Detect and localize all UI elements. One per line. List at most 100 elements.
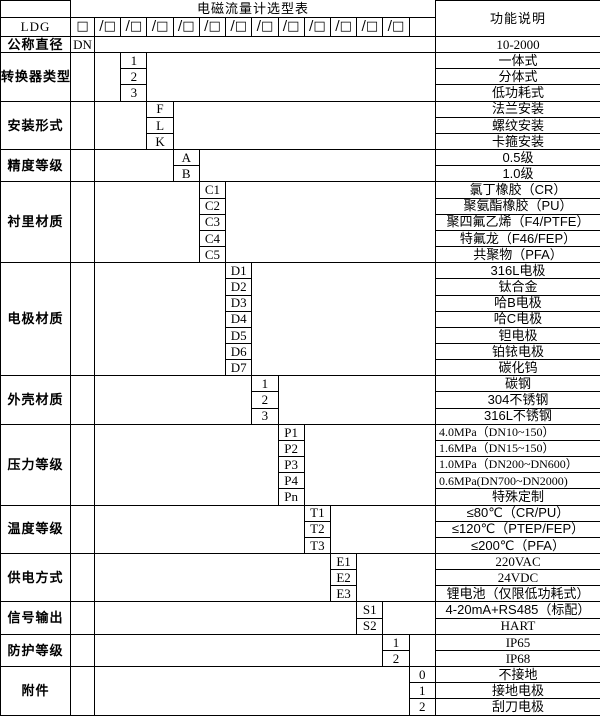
description-cell: 聚四氟乙烯（F4/PTFE）: [434, 213, 600, 231]
description-cell: 不接地: [434, 666, 600, 684]
table-row: E2 24VDC: [1, 569, 600, 587]
code-box-11[interactable]: /□: [356, 17, 384, 37]
spacer-code0: [70, 262, 95, 377]
code-cell-电极材质-D1[interactable]: D1: [225, 262, 253, 280]
code-cell-电极材质-D4[interactable]: D4: [225, 310, 253, 328]
description-cell: ≤200℃（PFA）: [434, 536, 600, 555]
code-cell-转换器类型-3[interactable]: 3: [120, 84, 148, 102]
ladder-left-filler-2: [93, 100, 148, 151]
description-cell: 法兰安装: [434, 100, 600, 118]
code-cell-电极材质-D2[interactable]: D2: [225, 278, 253, 296]
code-cell-压力等级-Pn[interactable]: Pn: [277, 488, 305, 506]
spacer-code0: [70, 666, 95, 716]
code-cell-压力等级-P2[interactable]: P2: [277, 439, 305, 458]
code-box-1[interactable]: /□: [93, 17, 122, 37]
code-cell-供电方式-E2[interactable]: E2: [329, 569, 358, 587]
ladder-left-filler-5: [93, 262, 227, 377]
code-cell-电极材质-D5[interactable]: D5: [225, 326, 253, 344]
ladder-left-filler-10: [93, 601, 358, 635]
code-cell-防护等级-1[interactable]: 1: [382, 633, 410, 651]
code-cell-压力等级-P4[interactable]: P4: [277, 472, 305, 490]
spacer-code0: [70, 633, 95, 668]
code-box-pad: [408, 17, 436, 37]
spacer-code0: [70, 181, 95, 264]
section-label-11: 防护等级: [0, 633, 71, 668]
table-row: E3 锂电池（仅限低功耗式）: [1, 585, 600, 603]
section-label-4: 衬里材质: [0, 181, 71, 264]
description-cell: 共聚物（PFA）: [434, 246, 600, 264]
description-cell: 316L不锈钢: [434, 407, 600, 425]
code-cell-温度等级-T3[interactable]: T3: [303, 536, 331, 555]
code-cell-压力等级-P1[interactable]: P1: [277, 423, 305, 441]
description-cell: 锂电池（仅限低功耗式）: [434, 585, 600, 603]
code-cell-电极材质-D7[interactable]: D7: [225, 359, 253, 377]
code-cell-外壳材质-1[interactable]: 1: [251, 375, 279, 393]
code-cell-外壳材质-2[interactable]: 2: [251, 391, 279, 409]
code-cell-衬里材质-C2[interactable]: C2: [198, 197, 227, 215]
dn-open-area: [94, 35, 436, 54]
code-cell-信号输出-S2[interactable]: S2: [356, 617, 384, 635]
ladder-right-filler-6: [277, 375, 436, 425]
code-cell-衬里材质-C3[interactable]: C3: [198, 213, 227, 231]
ladder-right-filler-4: [225, 181, 436, 264]
code-cell-附件-2[interactable]: 2: [408, 698, 436, 716]
code-cell-压力等级-P3[interactable]: P3: [277, 456, 305, 474]
code-cell-安装形式-F[interactable]: F: [146, 100, 174, 118]
description-cell: 一体式: [434, 52, 600, 70]
code-box-6[interactable]: /□: [225, 17, 253, 37]
code-cell-衬里材质-C1[interactable]: C1: [198, 181, 227, 199]
code-cell-信号输出-S1[interactable]: S1: [356, 601, 384, 619]
code-box-10[interactable]: /□: [329, 17, 358, 37]
code-cell-供电方式-E1[interactable]: E1: [329, 552, 358, 571]
spacer-code0: [70, 52, 95, 102]
code-cell-外壳材质-3[interactable]: 3: [251, 407, 279, 425]
code-box-9[interactable]: /□: [303, 17, 331, 37]
table-row: 1 接地电极: [1, 682, 600, 700]
description-cell: 钽电极: [434, 326, 600, 344]
section-label-2: 安装形式: [0, 100, 71, 151]
code-cell-防护等级-2[interactable]: 2: [382, 649, 410, 668]
code-cell-安装形式-K[interactable]: K: [146, 132, 174, 151]
code-box-8[interactable]: /□: [277, 17, 305, 37]
code-cell-温度等级-T2[interactable]: T2: [303, 520, 331, 538]
code-box-5[interactable]: /□: [198, 17, 227, 37]
section-label-12: 附件: [0, 666, 71, 716]
code-cell-转换器类型-1[interactable]: 1: [120, 52, 148, 70]
code-cell-附件-1[interactable]: 1: [408, 682, 436, 700]
description-cell: 10-2000: [434, 35, 600, 54]
code-cell-电极材质-D3[interactable]: D3: [225, 294, 253, 312]
description-cell: 卡箍安装: [434, 132, 600, 151]
code-box-3[interactable]: /□: [146, 17, 174, 37]
description-cell: 0.6MPa(DN700~DN2000): [434, 472, 600, 490]
code-box-4[interactable]: /□: [172, 17, 200, 37]
code-cell-精度等级-B[interactable]: B: [172, 165, 200, 183]
section-label-3: 精度等级: [0, 149, 71, 183]
code-cell-转换器类型-2[interactable]: 2: [120, 68, 148, 86]
code-cell-供电方式-E3[interactable]: E3: [329, 585, 358, 603]
description-cell: 1.0MPa（DN200~DN600）: [434, 456, 600, 474]
code-cell-附件-0[interactable]: 0: [408, 666, 436, 684]
code-cell-温度等级-T1[interactable]: T1: [303, 504, 331, 522]
code-box-2[interactable]: /□: [120, 17, 148, 37]
code-cell-精度等级-A[interactable]: A: [172, 149, 200, 167]
description-cell: 0.5级: [434, 149, 600, 167]
title-row: 电磁流量计选型表 功能说明: [0, 0, 600, 37]
code-cell-电极材质-D6[interactable]: D6: [225, 342, 253, 361]
code-box-0[interactable]: □: [70, 17, 95, 37]
table-row: 信号输出 S1 4-20mA+RS485（标配）: [0, 601, 600, 635]
description-cell: ≤80℃（CR/PU）: [434, 504, 600, 522]
ladder-left-filler-8: [94, 504, 305, 555]
ladder-right-filler-3: [198, 149, 436, 183]
code-cell-衬里材质-C5[interactable]: C5: [198, 246, 227, 264]
code-box-12[interactable]: /□: [382, 17, 410, 37]
description-cell: 特殊定制: [434, 488, 600, 506]
ladder-right-filler-2: [172, 100, 436, 151]
code-box-7[interactable]: /□: [251, 17, 279, 37]
code-cell-衬里材质-C4[interactable]: C4: [198, 229, 227, 248]
code-cell-安装形式-L[interactable]: L: [146, 116, 174, 134]
section-label-9: 供电方式: [0, 552, 71, 603]
description-cell: 钛合金: [434, 278, 600, 296]
description-cell: 316L电极: [434, 262, 600, 280]
description-cell: 氯丁橡胶（CR）: [434, 181, 600, 199]
